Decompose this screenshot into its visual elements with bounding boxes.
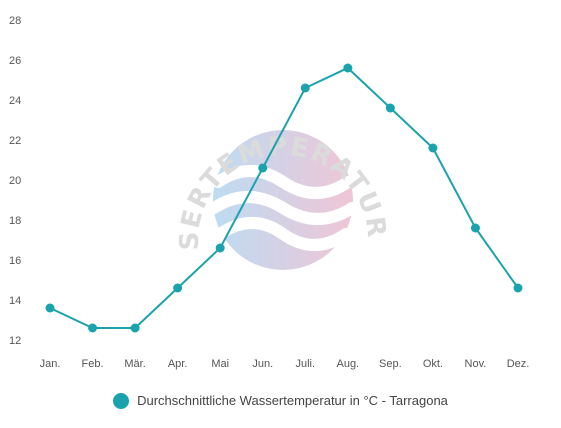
legend-marker [113, 392, 130, 409]
watermark: WASSERTEMPERATUR.ORG [0, 0, 390, 270]
x-tick-label: Sep. [379, 358, 402, 370]
data-point[interactable] [45, 303, 55, 313]
series-line [49, 66, 519, 329]
x-tick-label: Feb. [82, 358, 104, 370]
y-tick-label: 28 [9, 15, 21, 27]
data-point[interactable] [130, 323, 140, 333]
x-tick-label: Apr. [168, 358, 188, 370]
legend-label: Durchschnittliche Wassertemperatur in °C… [137, 393, 448, 409]
x-axis: Jan. Feb. Mär. Apr. Mai Jun. Juli. Aug. Sep. Okt.… [40, 358, 530, 370]
legend[interactable]: Durchschnittliche Wassertemperatur in °C… [0, 392, 561, 409]
y-tick-label: 16 [9, 255, 21, 267]
data-point[interactable] [88, 323, 98, 333]
data-point[interactable] [300, 83, 310, 93]
y-axis: 12 14 16 18 20 22 24 26 28 [9, 15, 21, 347]
y-tick-label: 18 [9, 215, 21, 227]
y-tick-label: 26 [9, 55, 21, 67]
data-point[interactable] [513, 283, 523, 293]
data-point[interactable] [470, 223, 480, 233]
x-tick-label: Mai [211, 358, 229, 370]
x-tick-label: Nov. [465, 358, 487, 370]
y-tick-label: 22 [9, 135, 21, 147]
x-tick-label: Juli. [295, 358, 315, 370]
x-tick-label: Dez. [507, 358, 530, 370]
watermark-wave [212, 165, 354, 199]
data-point[interactable] [343, 63, 353, 73]
data-point[interactable] [385, 103, 395, 113]
y-tick-label: 14 [9, 295, 21, 307]
y-tick-label: 20 [9, 175, 21, 187]
watermark-wave [214, 217, 352, 251]
watermark-wave [208, 191, 358, 225]
data-point[interactable] [215, 243, 225, 253]
x-tick-label: Jun. [252, 358, 273, 370]
series [45, 63, 523, 333]
x-tick-label: Mär. [124, 358, 145, 370]
x-tick-label: Okt. [423, 358, 443, 370]
x-tick-label: Aug. [336, 358, 359, 370]
data-point[interactable] [258, 163, 268, 173]
data-point[interactable] [428, 143, 438, 153]
x-tick-label: Jan. [40, 358, 61, 370]
y-tick-label: 12 [9, 335, 21, 347]
data-point[interactable] [173, 283, 183, 293]
y-tick-label: 24 [9, 95, 21, 107]
